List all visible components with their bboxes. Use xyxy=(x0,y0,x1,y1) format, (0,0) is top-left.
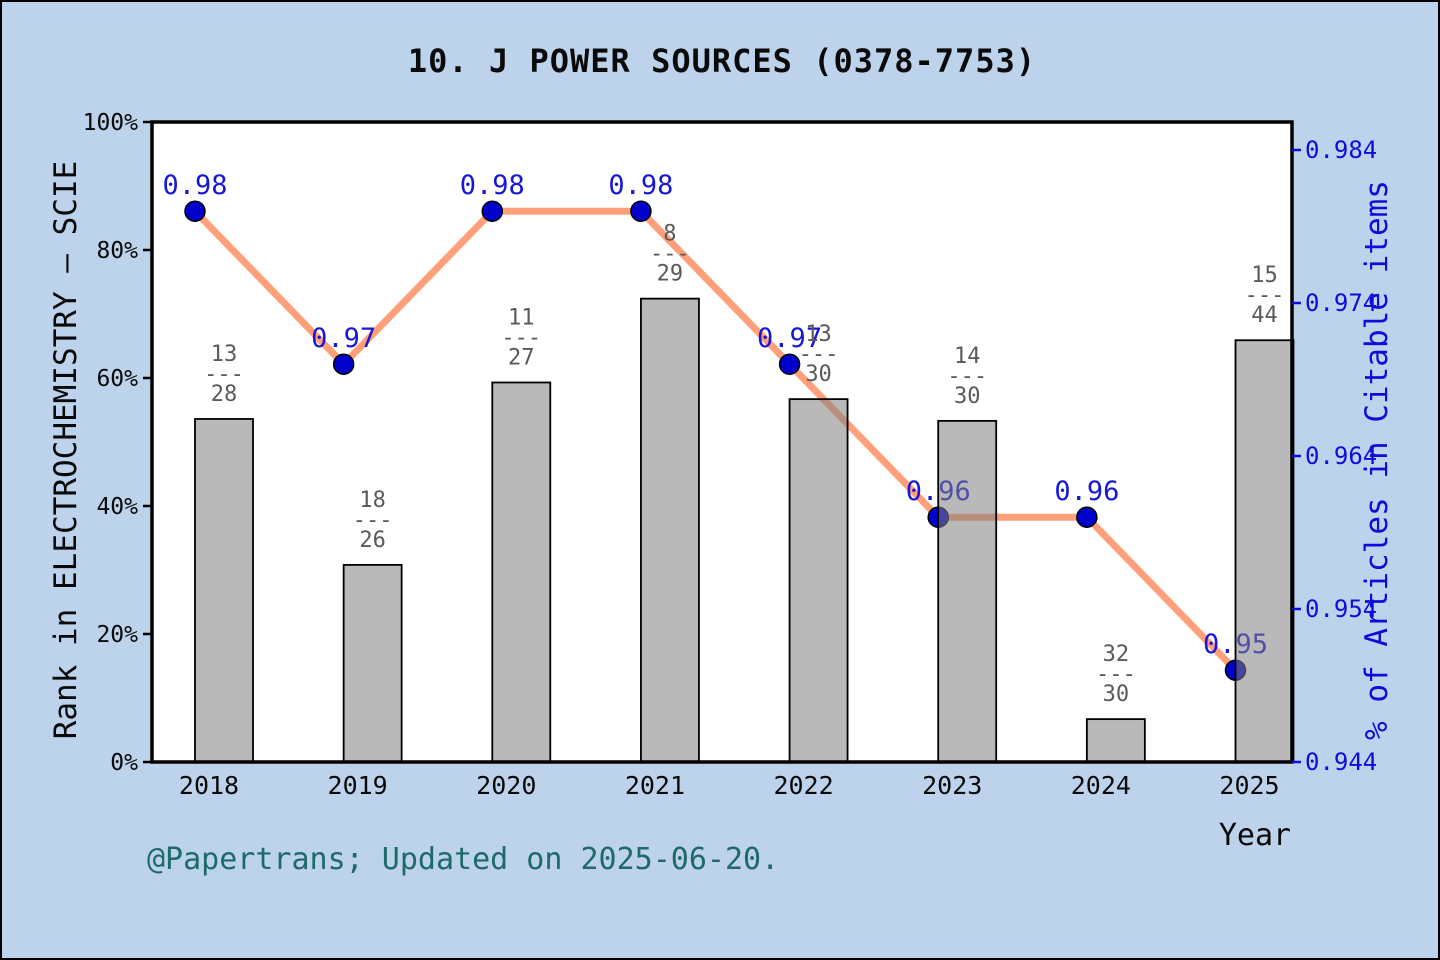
rank-numerator-2021: 8 xyxy=(663,222,676,247)
rank-bar-2020 xyxy=(491,381,552,763)
data-point-2019 xyxy=(332,353,355,375)
rank-numerator-2018: 13 xyxy=(211,342,238,367)
x-tick-label-2019: 2019 xyxy=(328,771,388,800)
rank-separator-2023: --- xyxy=(947,364,987,389)
rank-numerator-2023: 14 xyxy=(954,344,981,369)
data-point-2018 xyxy=(184,200,206,222)
rank-separator-2018: --- xyxy=(204,362,244,387)
rank-bar-2025 xyxy=(1234,339,1295,763)
rank-bar-2021 xyxy=(640,297,700,763)
x-tick-label-2024: 2024 xyxy=(1071,771,1131,800)
rank-denominator-2019: 26 xyxy=(359,528,386,553)
data-point-2020 xyxy=(481,200,504,222)
rank-separator-2025: --- xyxy=(1245,283,1285,308)
rank-separator-2021: --- xyxy=(650,242,690,267)
right-tick-label-0.984: 0.984 xyxy=(1305,136,1377,164)
left-axis-label: Rank in ELECTROCHEMISTRY – SCIE xyxy=(48,160,84,740)
point-label-2024: 0.96 xyxy=(1054,476,1119,507)
rank-numerator-2019: 18 xyxy=(359,488,386,513)
left-tick-label-100%: 100% xyxy=(83,110,139,136)
watermark-caption: @Papertrans; Updated on 2025-06-20. xyxy=(147,842,780,877)
data-point-2024 xyxy=(1076,506,1098,528)
rank-bar-2024 xyxy=(1085,718,1146,763)
x-tick-label-2022: 2022 xyxy=(773,771,833,800)
point-label-2019: 0.97 xyxy=(311,323,376,354)
rank-denominator-2024: 30 xyxy=(1103,682,1130,707)
rank-separator-2022: --- xyxy=(799,342,839,367)
x-tick-label-2021: 2021 xyxy=(625,771,685,800)
plot-frame xyxy=(150,120,1294,764)
chart-title: 10. J POWER SOURCES (0378-7753) xyxy=(407,42,1037,80)
rank-denominator-2025: 44 xyxy=(1251,303,1278,328)
rank-numerator-2024: 32 xyxy=(1103,642,1130,667)
data-point-2022 xyxy=(778,353,801,375)
rank-bar-2019 xyxy=(342,563,403,763)
rank-numerator-2022: 13 xyxy=(805,322,832,347)
data-point-2021 xyxy=(630,200,652,222)
citable-items-line xyxy=(191,207,1239,674)
rank-denominator-2018: 28 xyxy=(211,382,238,407)
right-axis-label: % of Articles in Citable items xyxy=(1359,180,1395,740)
point-label-2021: 0.98 xyxy=(608,170,673,201)
rank-bar-2023 xyxy=(937,419,998,763)
rank-denominator-2023: 30 xyxy=(954,384,981,409)
rank-separator-2024: --- xyxy=(1096,662,1136,687)
rank-separator-2020: --- xyxy=(501,325,541,350)
rank-separator-2019: --- xyxy=(353,508,393,533)
point-label-2018: 0.98 xyxy=(162,170,227,201)
rank-denominator-2022: 30 xyxy=(805,362,832,387)
right-tick-label-0.964: 0.964 xyxy=(1305,442,1377,470)
rank-numerator-2025: 15 xyxy=(1251,263,1278,288)
rank-bar-2018 xyxy=(194,418,254,763)
x-tick-label-2018: 2018 xyxy=(179,771,239,800)
rank-denominator-2020: 27 xyxy=(508,345,535,370)
left-tick-label-60%: 60% xyxy=(96,366,138,392)
x-tick-label-2025: 2025 xyxy=(1219,771,1279,800)
rank-bar-2022 xyxy=(788,398,849,763)
right-tick-label-0.944: 0.944 xyxy=(1305,748,1377,776)
left-tick-label-20%: 20% xyxy=(96,622,138,648)
right-tick-label-0.974: 0.974 xyxy=(1305,289,1377,317)
rank-denominator-2021: 29 xyxy=(657,262,684,287)
x-tick-label-2020: 2020 xyxy=(476,771,536,800)
left-tick-label-40%: 40% xyxy=(96,494,138,520)
left-tick-label-80%: 80% xyxy=(96,238,138,264)
plot-area xyxy=(152,122,1292,762)
point-label-2022: 0.97 xyxy=(757,323,822,354)
x-tick-label-2023: 2023 xyxy=(922,771,982,800)
left-tick-label-0%: 0% xyxy=(110,750,138,776)
x-axis-label: Year xyxy=(1218,818,1292,853)
point-label-2020: 0.98 xyxy=(460,170,525,201)
right-tick-label-0.954: 0.954 xyxy=(1305,595,1377,623)
rank-numerator-2020: 11 xyxy=(508,305,535,330)
